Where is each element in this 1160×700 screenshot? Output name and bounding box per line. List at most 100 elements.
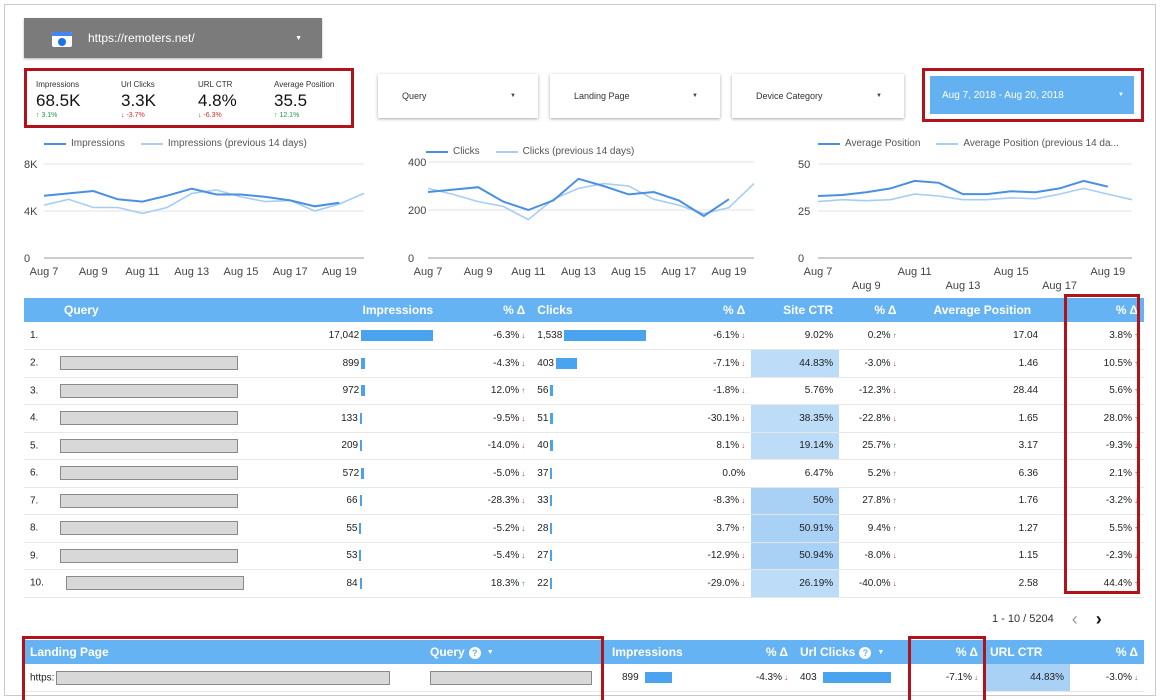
query-cell[interactable]: 5. bbox=[24, 432, 303, 460]
table-row[interactable]: 7. 66 -28.3% ↓ 33 -8.3% ↓ 50% 27.8% ↑ 1.76 … bbox=[24, 487, 1144, 515]
col-header-url-clicks[interactable]: Url Clicks? ▼ bbox=[794, 640, 914, 664]
clicks-bar bbox=[550, 522, 553, 534]
clicks-cell: 33 bbox=[531, 487, 656, 515]
average-position-delta-cell: 28.0% ↑ bbox=[1062, 404, 1144, 433]
site-ctr-delta-cell: -3.0% ↓ bbox=[839, 349, 903, 378]
query-cell[interactable]: 9. bbox=[24, 542, 303, 570]
kpi-change: ↓ -3.7% bbox=[121, 112, 145, 119]
kpi-value: 3.3K bbox=[121, 91, 156, 110]
legend-label: Impressions (previous 14 days) bbox=[167, 138, 307, 149]
y-tick-label: 4K bbox=[24, 206, 38, 218]
kpi-scorecard: Impressions 68.5K ↑ 3.1% bbox=[36, 80, 80, 119]
col-header-query[interactable]: Query? ▼ bbox=[424, 640, 606, 664]
table-row[interactable]: 8. 55 -5.2% ↓ 28 3.7% ↑ 50.91% 9.4% ↑ 1.27 … bbox=[24, 514, 1144, 543]
impressions-cell: 972 bbox=[302, 377, 440, 405]
table-row[interactable]: 3. 972 12.0% ↑ 56 -1.8% ↓ 5.76% -12.3% ↓ 28… bbox=[24, 377, 1144, 405]
table-row[interactable]: 1. 17,042 -6.3% ↓ 1,538 -6.1% ↓ 9.02% 0.2%… bbox=[24, 322, 1144, 350]
query-cell[interactable]: 6. bbox=[24, 459, 303, 488]
col-header-clicks-delta[interactable]: % Δ bbox=[655, 298, 752, 322]
up-arrow-icon: ↑ bbox=[892, 468, 897, 478]
table-row[interactable]: 6. 572 -5.0% ↓ 37 0.0% 6.47% 5.2% ↑ 6.36 2… bbox=[24, 459, 1144, 488]
query-cell[interactable] bbox=[424, 664, 606, 692]
query-cell[interactable]: 8. bbox=[24, 514, 303, 543]
impressions-cell: 209 bbox=[302, 432, 440, 460]
query-cell[interactable]: 1. bbox=[24, 322, 303, 350]
query-cell[interactable]: 3. bbox=[24, 377, 303, 405]
clicks-cell: 1,538 bbox=[531, 322, 656, 350]
legend-label: Clicks (previous 14 days) bbox=[522, 146, 635, 157]
impressions-delta-cell: -4.3% ↓ bbox=[710, 664, 794, 692]
x-tick-label: Aug 11 bbox=[511, 266, 545, 278]
col-header-impressions-delta[interactable]: % Δ bbox=[439, 298, 532, 322]
col-header-url-ctr-delta[interactable]: % Δ bbox=[1070, 640, 1144, 664]
col-header-average-position-delta[interactable]: % Δ bbox=[1062, 298, 1144, 322]
col-header-url-ctr[interactable]: URL CTR bbox=[984, 640, 1070, 664]
down-arrow-icon: ↓ bbox=[521, 441, 526, 451]
y-tick-label: 50 bbox=[798, 159, 810, 171]
down-arrow-icon: ↓ bbox=[121, 112, 125, 119]
query-cell[interactable]: 4. bbox=[24, 404, 303, 433]
col-header-url-clicks-delta[interactable]: % Δ bbox=[914, 640, 984, 664]
series-line-previous bbox=[427, 182, 755, 221]
col-header-landing-page[interactable]: Landing Page bbox=[24, 640, 424, 664]
down-arrow-icon: ↓ bbox=[198, 112, 202, 119]
impressions-bar bbox=[359, 550, 362, 562]
down-arrow-icon: ↓ bbox=[1134, 673, 1138, 682]
table-row[interactable]: 10. 84 18.3% ↑ 22 -29.0% ↓ 26.19% -40.0% ↓ … bbox=[24, 569, 1144, 598]
down-arrow-icon: ↓ bbox=[892, 386, 897, 396]
site-ctr-cell: 26.19% bbox=[751, 569, 840, 598]
col-header-query[interactable]: Query bbox=[24, 298, 303, 322]
table-row[interactable]: 5. 209 -14.0% ↓ 40 8.1% ↓ 19.14% 25.7% ↑ 3.… bbox=[24, 432, 1144, 460]
down-arrow-icon: ↓ bbox=[741, 578, 746, 588]
date-range-picker[interactable]: Aug 7, 2018 - Aug 20, 2018 ▼ bbox=[930, 76, 1134, 114]
col-header-site-ctr-delta[interactable]: % Δ bbox=[839, 298, 903, 322]
query-cell[interactable]: 2. bbox=[24, 349, 303, 378]
impressions-delta-cell: 12.0% ↑ bbox=[439, 377, 532, 405]
col-header-impressions-delta[interactable]: % Δ bbox=[710, 640, 794, 664]
table-row[interactable]: 4. 133 -9.5% ↓ 51 -30.1% ↓ 38.35% -22.8% ↓ … bbox=[24, 404, 1144, 433]
help-icon[interactable]: ? bbox=[468, 646, 481, 659]
impressions-cell: 17,042 bbox=[302, 322, 440, 350]
table-row[interactable]: 2. 899 -4.3% ↓ 403 -7.1% ↓ 44.83% -3.0% ↓ 1… bbox=[24, 349, 1144, 378]
col-header-clicks[interactable]: Clicks bbox=[531, 298, 656, 322]
kpi-scorecard: URL CTR 4.8% ↓ -6.3% bbox=[198, 80, 237, 119]
col-header-impressions[interactable]: Impressions bbox=[606, 640, 710, 664]
legend-label: Average Position bbox=[845, 138, 921, 149]
url-clicks-cell: 403 bbox=[794, 664, 914, 692]
clicks-bar bbox=[564, 329, 647, 341]
query-table: Query Impressions % Δ Clicks % Δ Site CT… bbox=[24, 298, 1144, 598]
x-tick-label: Aug 17 bbox=[1042, 280, 1077, 292]
query-cell[interactable]: 10. bbox=[24, 569, 303, 598]
device-category-filter-dropdown[interactable]: Device Category ▼ bbox=[732, 74, 904, 118]
col-header-impressions[interactable]: Impressions bbox=[302, 298, 440, 322]
help-icon[interactable]: ? bbox=[859, 646, 872, 659]
down-arrow-icon: ↓ bbox=[1134, 441, 1138, 451]
clicks-delta-cell: -12.9% ↓ bbox=[655, 542, 752, 570]
query-table-header: Query Impressions % Δ Clicks % Δ Site CT… bbox=[24, 298, 1144, 322]
impressions-cell: 899 bbox=[606, 664, 710, 692]
landing-page-filter-dropdown[interactable]: Landing Page ▼ bbox=[550, 74, 720, 118]
sort-caret-icon: ▼ bbox=[486, 649, 494, 657]
down-arrow-icon: ↓ bbox=[892, 413, 897, 423]
average-position-delta-cell: -2.3% ↓ bbox=[1062, 542, 1144, 570]
impressions-cell: 66 bbox=[302, 487, 440, 515]
impressions-cell: 133 bbox=[302, 404, 440, 433]
col-header-site-ctr[interactable]: Site CTR bbox=[751, 298, 840, 322]
clicks-cell: 27 bbox=[531, 542, 656, 570]
table-row[interactable]: 9. 53 -5.4% ↓ 27 -12.9% ↓ 50.94% -8.0% ↓ 1.… bbox=[24, 542, 1144, 570]
landing-page-cell[interactable]: https: bbox=[24, 664, 424, 692]
kpi-value: 4.8% bbox=[198, 91, 237, 110]
impressions-delta-cell: -14.0% ↓ bbox=[439, 432, 532, 460]
query-cell[interactable]: 7. bbox=[24, 487, 303, 515]
x-tick-label: Aug 11 bbox=[898, 266, 932, 278]
next-page-button[interactable]: › bbox=[1095, 609, 1102, 629]
average-position-cell: 28.44 bbox=[902, 377, 1063, 405]
x-tick-label: Aug 19 bbox=[322, 266, 357, 278]
col-header-average-position[interactable]: Average Position bbox=[902, 298, 1063, 322]
previous-page-button[interactable]: ‹ bbox=[1071, 609, 1078, 629]
table-row[interactable]: https: 899 -4.3% ↓ 403 -7.1% ↓ 44.83% -3.0… bbox=[24, 664, 1144, 692]
query-filter-dropdown[interactable]: Query ▼ bbox=[378, 74, 538, 118]
impressions-delta-cell: -5.4% ↓ bbox=[439, 542, 532, 570]
site-selector[interactable]: https://remoters.net/ ▼ bbox=[24, 18, 322, 58]
site-ctr-delta-cell: -12.3% ↓ bbox=[839, 377, 903, 405]
